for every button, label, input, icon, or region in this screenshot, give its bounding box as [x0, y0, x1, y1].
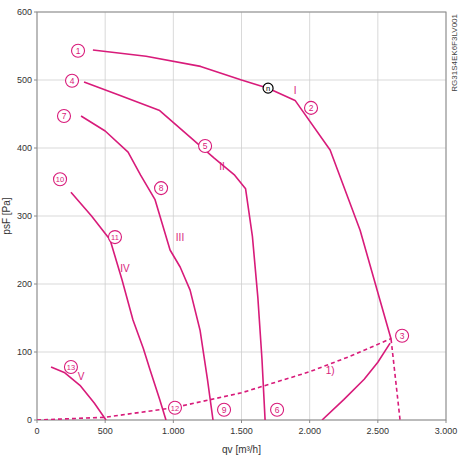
tick-label-x: 2.500 — [367, 426, 390, 436]
marker-circle — [108, 231, 121, 244]
marker-label: 7 — [62, 111, 67, 121]
chart: 0 500 1.000 1.500 2.000 2.500 3.000 0 100 200 300 4… — [0, 0, 465, 459]
curve-label: I — [294, 85, 297, 96]
grid — [37, 12, 446, 420]
model-code: RG31S4EK6F3LV001 — [450, 13, 459, 91]
marker-label: 4 — [70, 76, 75, 86]
marker-circle — [72, 44, 85, 57]
marker-circle — [155, 182, 168, 195]
tick-y — [34, 80, 37, 81]
marker-label: 13 — [67, 363, 75, 372]
marker-label: 1 — [76, 46, 81, 56]
curve — [71, 192, 166, 420]
curve-label: V — [78, 371, 85, 382]
marker-label: 3 — [400, 331, 405, 341]
marker-label: 11 — [111, 233, 119, 242]
tick-y — [34, 420, 37, 421]
marker-circle — [199, 139, 212, 152]
tick-label-x: 1.500 — [230, 426, 253, 436]
curve-label: II — [219, 161, 225, 172]
marker-label: 5 — [203, 141, 208, 151]
operating-point-label: n — [266, 84, 270, 93]
operating-point — [263, 83, 273, 93]
marker-label: 8 — [159, 183, 164, 193]
grid-line-y — [37, 216, 446, 217]
tick-label-x: 3.000 — [435, 426, 458, 436]
curve — [37, 338, 391, 420]
tick-y — [34, 284, 37, 285]
tick-label-y: 500 — [17, 75, 32, 85]
curve — [84, 82, 265, 420]
curve — [322, 343, 390, 420]
curves — [37, 50, 400, 420]
tick-label-y: 600 — [17, 7, 32, 17]
marker-circle — [305, 101, 318, 114]
curve-label: III — [176, 232, 184, 243]
curve — [51, 367, 106, 420]
marker-circle — [57, 110, 70, 123]
curve-label: IV — [120, 263, 130, 274]
marker-label: 12 — [171, 404, 179, 413]
y-axis-title: psF [Pa] — [1, 197, 12, 234]
marker-label: 6 — [275, 405, 280, 415]
marker-circle — [396, 329, 409, 342]
marker-circle — [64, 360, 77, 373]
tick-label-y: 400 — [17, 143, 32, 153]
tick-y — [34, 352, 37, 353]
tick-x — [309, 420, 310, 423]
tick-x — [105, 420, 106, 423]
marker-circle — [218, 403, 231, 416]
plot-frame — [37, 12, 446, 420]
tick-y — [34, 148, 37, 149]
tick-label-y: 200 — [17, 279, 32, 289]
x-axis-title: qv [m³/h] — [222, 444, 261, 455]
marker-label: 9 — [222, 405, 227, 415]
marker-label: 2 — [309, 103, 314, 113]
tick-label-x: 1.000 — [162, 426, 185, 436]
curve-label: 1) — [326, 365, 335, 376]
tick-label-y: 0 — [27, 415, 32, 425]
tick-label-x: 0 — [34, 426, 39, 436]
grid-line-y — [37, 284, 446, 285]
marker-circle — [271, 403, 284, 416]
curve — [93, 50, 391, 339]
tick-x — [173, 420, 174, 423]
tick-label-x: 500 — [98, 426, 113, 436]
tick-x — [241, 420, 242, 423]
marker-circle — [168, 401, 181, 414]
marker-circle — [54, 173, 67, 186]
curve — [81, 116, 213, 420]
marker-label: 10 — [56, 175, 64, 184]
tick-label-y: 100 — [17, 347, 32, 357]
tick-y — [34, 12, 37, 13]
grid-line-y — [37, 148, 446, 149]
curve — [391, 339, 400, 420]
tick-label-y: 300 — [17, 211, 32, 221]
marker-circle — [66, 74, 79, 87]
tick-x — [377, 420, 378, 423]
tick-label-x: 2.000 — [298, 426, 321, 436]
tick-y — [34, 216, 37, 217]
tick-x — [446, 420, 447, 423]
